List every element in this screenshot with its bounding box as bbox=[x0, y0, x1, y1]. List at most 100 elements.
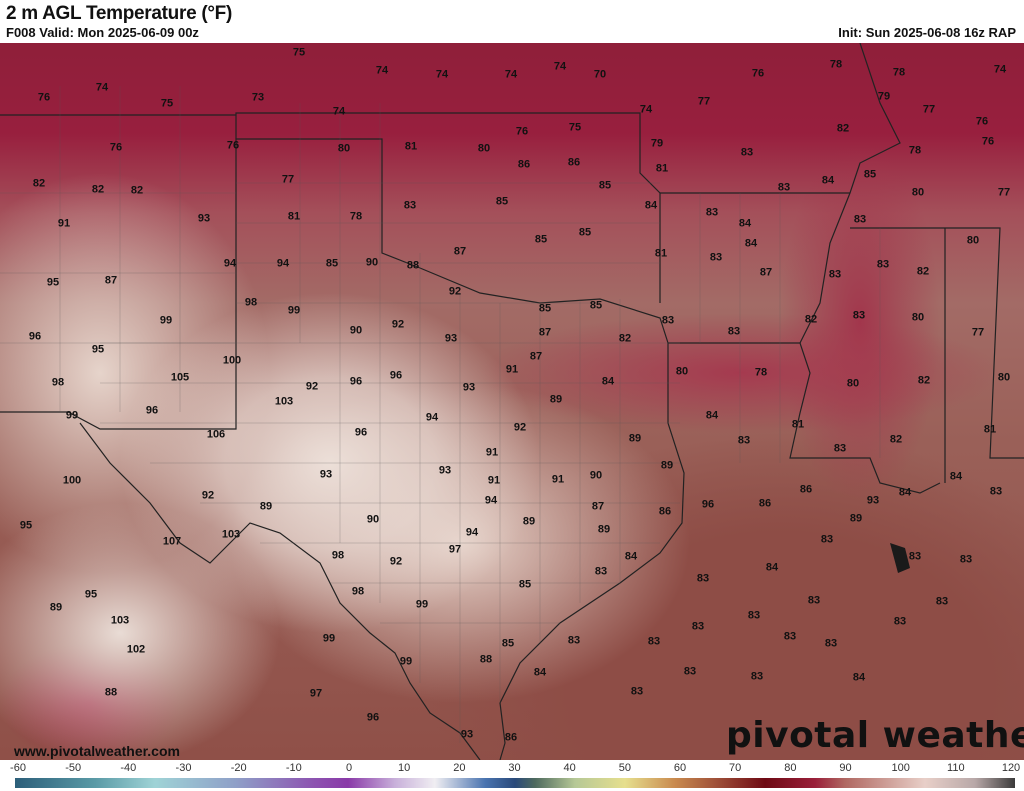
temperature-value-label: 87 bbox=[529, 350, 543, 363]
temperature-value-label: 83 bbox=[853, 213, 867, 226]
temperature-value-label: 85 bbox=[325, 257, 339, 270]
temperature-value-label: 83 bbox=[989, 485, 1003, 498]
temperature-value-label: 93 bbox=[444, 332, 458, 345]
temperature-value-label: 83 bbox=[893, 615, 907, 628]
colorbar-tick-label: 90 bbox=[839, 762, 852, 774]
temperature-value-label: 76 bbox=[226, 139, 240, 152]
temperature-value-label: 83 bbox=[935, 595, 949, 608]
colorbar-tick-label: 30 bbox=[508, 762, 521, 774]
temperature-value-label: 82 bbox=[618, 332, 632, 345]
temperature-value-label: 81 bbox=[791, 418, 805, 431]
temperature-value-label: 83 bbox=[828, 268, 842, 281]
temperature-value-label: 74 bbox=[553, 60, 567, 73]
temperature-value-label: 79 bbox=[650, 137, 664, 150]
temperature-value-label: 73 bbox=[251, 91, 265, 104]
valid-time: F008 Valid: Mon 2025-06-09 00z bbox=[6, 25, 199, 40]
temperature-value-label: 84 bbox=[765, 561, 779, 574]
temperature-value-label: 83 bbox=[683, 665, 697, 678]
temperature-value-label: 86 bbox=[567, 156, 581, 169]
temperature-value-label: 74 bbox=[95, 81, 109, 94]
temperature-value-label: 80 bbox=[337, 142, 351, 155]
colorbar-tick-label: -60 bbox=[10, 762, 26, 774]
temperature-value-label: 82 bbox=[130, 184, 144, 197]
temperature-value-label: 83 bbox=[661, 314, 675, 327]
temperature-value-label: 80 bbox=[675, 365, 689, 378]
temperature-value-label: 82 bbox=[804, 313, 818, 326]
temperature-value-label: 80 bbox=[477, 142, 491, 155]
temperature-value-label: 95 bbox=[19, 519, 33, 532]
website-url: www.pivotalweather.com bbox=[14, 743, 180, 759]
temperature-value-label: 89 bbox=[628, 432, 642, 445]
temperature-value-label: 74 bbox=[435, 68, 449, 81]
temperature-value-label: 83 bbox=[727, 325, 741, 338]
temperature-value-label: 91 bbox=[485, 446, 499, 459]
colorbar-ticks: -60 -50 -40 -30 -20 -10 0 10 20 30 40 50 60 70 80 90 100… bbox=[0, 762, 1024, 776]
temperature-value-label: 98 bbox=[51, 376, 65, 389]
temperature-value-label: 81 bbox=[287, 210, 301, 223]
temperature-value-label: 90 bbox=[349, 324, 363, 337]
temperature-value-label: 77 bbox=[697, 95, 711, 108]
temperature-value-label: 79 bbox=[877, 90, 891, 103]
temperature-value-label: 106 bbox=[206, 428, 226, 441]
temperature-colorbar bbox=[15, 778, 1015, 788]
colorbar-tick-label: 100 bbox=[891, 762, 910, 774]
colorbar-tick-label: 50 bbox=[618, 762, 631, 774]
temperature-value-label: 83 bbox=[737, 434, 751, 447]
temperature-value-label: 78 bbox=[349, 210, 363, 223]
louisiana-border bbox=[668, 342, 941, 494]
temperature-value-label: 75 bbox=[292, 46, 306, 59]
temperature-value-label: 85 bbox=[863, 168, 877, 181]
temperature-value-label: 96 bbox=[28, 330, 42, 343]
temperature-value-label: 83 bbox=[807, 594, 821, 607]
temperature-value-label: 81 bbox=[655, 162, 669, 175]
temperature-value-label: 80 bbox=[966, 234, 980, 247]
temperature-value-label: 88 bbox=[479, 653, 493, 666]
colorbar-tick-label: -40 bbox=[120, 762, 137, 774]
temperature-value-label: 78 bbox=[829, 58, 843, 71]
temperature-value-label: 85 bbox=[495, 195, 509, 208]
temperature-value-label: 83 bbox=[740, 146, 754, 159]
gulf-coast-lakes bbox=[890, 543, 910, 573]
temperature-value-label: 77 bbox=[281, 173, 295, 186]
temperature-value-label: 102 bbox=[126, 643, 146, 656]
temperature-value-label: 94 bbox=[425, 411, 439, 424]
temperature-value-label: 85 bbox=[518, 578, 532, 591]
temperature-value-label: 88 bbox=[406, 259, 420, 272]
temperature-value-label: 77 bbox=[922, 103, 936, 116]
colorbar-tick-label: -30 bbox=[175, 762, 192, 774]
temperature-value-label: 83 bbox=[908, 550, 922, 563]
temperature-value-label: 84 bbox=[644, 199, 658, 212]
temperature-map: 76 74 75 73 75 74 74 74 74 70 74 74 77 76 78 78 74 79 77 76… bbox=[0, 43, 1024, 760]
temperature-value-label: 85 bbox=[598, 179, 612, 192]
temperature-value-label: 103 bbox=[221, 528, 241, 541]
temperature-value-label: 94 bbox=[465, 526, 479, 539]
pivotal-weather-logo: pivotal weather bbox=[726, 715, 1024, 756]
temperature-value-label: 82 bbox=[916, 265, 930, 278]
temperature-value-label: 85 bbox=[501, 637, 515, 650]
temperature-value-label: 82 bbox=[836, 122, 850, 135]
oklahoma-border bbox=[235, 112, 661, 303]
temperature-value-label: 83 bbox=[594, 565, 608, 578]
temperature-value-label: 84 bbox=[949, 470, 963, 483]
temperature-value-label: 95 bbox=[91, 343, 105, 356]
temperature-value-label: 86 bbox=[517, 158, 531, 171]
init-time: Init: Sun 2025-06-08 16z RAP bbox=[838, 25, 1016, 40]
temperature-value-label: 84 bbox=[624, 550, 638, 563]
temperature-value-label: 83 bbox=[852, 309, 866, 322]
temperature-value-label: 93 bbox=[319, 468, 333, 481]
temperature-value-label: 99 bbox=[159, 314, 173, 327]
temperature-value-label: 83 bbox=[705, 206, 719, 219]
temperature-value-label: 83 bbox=[820, 533, 834, 546]
temperature-value-label: 83 bbox=[691, 620, 705, 633]
temperature-value-label: 84 bbox=[852, 671, 866, 684]
temperature-value-label: 87 bbox=[453, 245, 467, 258]
temperature-value-label: 99 bbox=[399, 655, 413, 668]
temperature-value-label: 84 bbox=[533, 666, 547, 679]
temperature-value-label: 93 bbox=[197, 212, 211, 225]
temperature-value-label: 83 bbox=[630, 685, 644, 698]
county-lines bbox=[0, 86, 881, 743]
temperature-value-label: 99 bbox=[415, 598, 429, 611]
temperature-value-label: 94 bbox=[484, 494, 498, 507]
temperature-value-label: 81 bbox=[404, 140, 418, 153]
colorbar-tick-label: 40 bbox=[563, 762, 576, 774]
